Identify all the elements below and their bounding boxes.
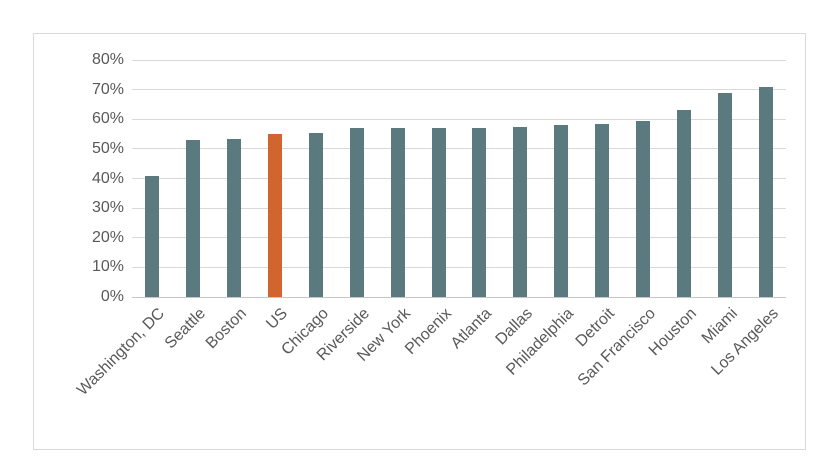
- x-axis-line: [132, 296, 786, 298]
- bar-atlanta[interactable]: [472, 128, 487, 297]
- bar-los-angeles[interactable]: [758, 86, 773, 297]
- y-axis-tick-label: 70%: [91, 80, 124, 98]
- gridline: [132, 178, 786, 179]
- bar-phoenix[interactable]: [431, 128, 446, 297]
- bar-new-york[interactable]: [390, 128, 405, 297]
- bar-san-francisco[interactable]: [635, 120, 650, 297]
- gridline: [132, 266, 786, 268]
- bar-houston[interactable]: [676, 110, 691, 297]
- bar-boston[interactable]: [227, 138, 242, 297]
- gridline: [132, 237, 786, 239]
- bar-seattle[interactable]: [186, 140, 201, 297]
- gridline: [132, 207, 786, 209]
- y-axis-tick-label: 50%: [91, 139, 124, 157]
- y-axis-tick-label: 40%: [91, 169, 124, 187]
- gridline: [132, 148, 786, 150]
- bar-miami[interactable]: [717, 92, 732, 297]
- bar-dallas[interactable]: [513, 126, 528, 297]
- bar-philadelphia[interactable]: [554, 125, 569, 297]
- y-axis-tick-label: 60%: [91, 110, 124, 128]
- plot-area: [132, 59, 786, 298]
- y-axis-tick-label: 10%: [91, 258, 124, 276]
- chart-frame[interactable]: 0% 10% 20% 30% 40% 50% 60% 70% 80% Washington, DC…: [33, 33, 806, 450]
- bar-riverside[interactable]: [349, 128, 364, 297]
- bar-washington-dc[interactable]: [145, 175, 160, 297]
- gridline: [132, 89, 786, 91]
- gridline: [132, 59, 786, 61]
- bar-us[interactable]: [268, 134, 283, 297]
- y-axis-tick-label: 30%: [91, 199, 124, 217]
- bar-chicago[interactable]: [308, 132, 323, 297]
- bar-detroit[interactable]: [595, 123, 610, 297]
- y-axis-tick-label: 0%: [100, 288, 124, 305]
- gridline: [132, 118, 786, 120]
- y-axis-tick-label: 80%: [91, 51, 124, 68]
- y-axis-tick-label: 20%: [91, 228, 124, 246]
